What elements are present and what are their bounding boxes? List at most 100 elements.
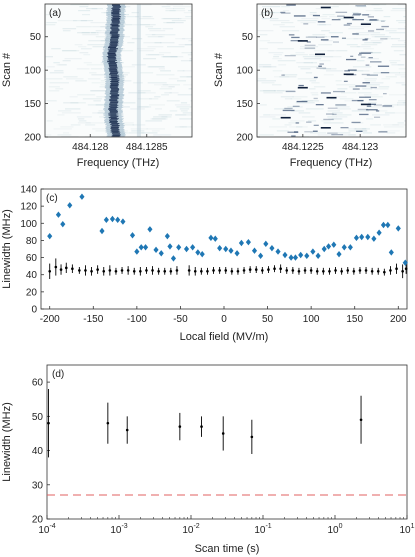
heat-spot [315,104,324,106]
heat-line-core [110,39,119,41]
heat-noise [184,44,192,46]
heat-noise [327,50,337,52]
panel-d-ylabel: Linewidth (MHz) [1,402,13,481]
heat-noise [131,38,143,40]
heat-spot [342,37,346,39]
heat-spot [370,61,382,63]
data-point [145,269,148,272]
heat-noise [317,24,332,26]
heat-noise [297,20,318,22]
data-point [404,267,408,271]
heat-spot [347,69,357,71]
heat-noise [277,60,296,62]
heat-line-core [110,32,119,34]
heat-line-core [109,69,117,71]
heat-spot [352,88,360,90]
heat-dark-segment [280,116,291,119]
heat-line-core [109,109,118,111]
heat-line-core [110,131,119,133]
heat-spot [290,40,303,42]
heat-noise [311,94,319,96]
heat-line-core [110,106,119,108]
heat-noise [91,74,104,76]
data-point [200,269,203,273]
heat-noise [262,12,275,14]
heat-line-core [110,92,119,94]
heat-noise [91,90,106,92]
heat-noise [351,110,370,112]
heat-line-core [110,113,119,115]
heat-noise [179,76,192,78]
data-point [395,267,398,271]
heat-noise [81,32,96,34]
heat-noise [323,56,342,58]
diamond-point [55,211,61,218]
heat-noise [390,62,397,64]
heat-line-core [108,62,117,64]
heat-noise [302,56,323,58]
heat-dark-segment [320,6,331,9]
panel-b-xlabel: Frequency (THz) [290,157,373,169]
heat-noise [132,124,146,126]
heat-spot [331,134,344,136]
heat-noise [162,28,174,30]
heat-noise [326,70,344,72]
heat-noise [295,102,315,104]
panel-a-xlabel: Frequency (THz) [77,157,160,169]
heat-noise [392,8,406,10]
heat-line-core [108,64,117,66]
heat-line-core [112,9,121,11]
heat-noise [85,122,104,124]
heat-line-core [111,35,120,37]
heat-noise [153,134,172,136]
heat-noise [146,128,166,130]
heat-spot [306,121,312,123]
heat-spot [352,14,361,16]
heat-noise [128,92,146,94]
panel-b-y-ticks: 50 100 150 200 [236,32,260,144]
x-tick-label: 100 [303,314,320,325]
panel-d-marks [47,388,407,496]
heat-line-core [109,121,118,123]
heat-noise [188,10,192,12]
heat-line-core [112,135,121,136]
heat-noise [86,8,98,10]
heat-line-core [109,112,118,114]
heat-spot [351,99,364,102]
heat-dark-segment [297,86,308,89]
x-tick-label: 484.1225 [282,142,324,153]
heat-noise [186,76,192,78]
heat-noise [91,8,103,10]
heat-noise [301,18,319,20]
data-point [157,269,160,273]
heat-noise [327,116,337,118]
diamond-point [103,216,109,224]
data-point [114,269,118,273]
data-point [206,269,209,273]
heat-noise [174,126,184,128]
heat-noise [381,26,389,28]
heat-noise [363,94,379,96]
heat-noise [57,114,65,116]
heat-noise [309,54,321,56]
heat-line-core [108,58,117,59]
heat-line-core [109,74,117,76]
heat-line-core [111,80,120,82]
heat-noise [300,68,311,70]
heat-spot [335,11,348,13]
heat-spot [376,110,380,112]
y-tick-label: 100 [20,219,37,230]
heat-noise [323,40,333,42]
diamond-point [359,233,365,241]
heat-noise [402,102,406,104]
heat-noise [323,74,334,76]
y-tick-label: 50 [30,32,42,43]
heat-noise [356,34,370,36]
heat-spot [298,84,304,87]
heat-line-core [109,64,117,66]
diamond-point [371,235,377,242]
heat-spot [362,82,370,84]
heat-line-core [110,118,119,120]
heat-noise [169,10,186,12]
heat-noise [321,18,331,20]
